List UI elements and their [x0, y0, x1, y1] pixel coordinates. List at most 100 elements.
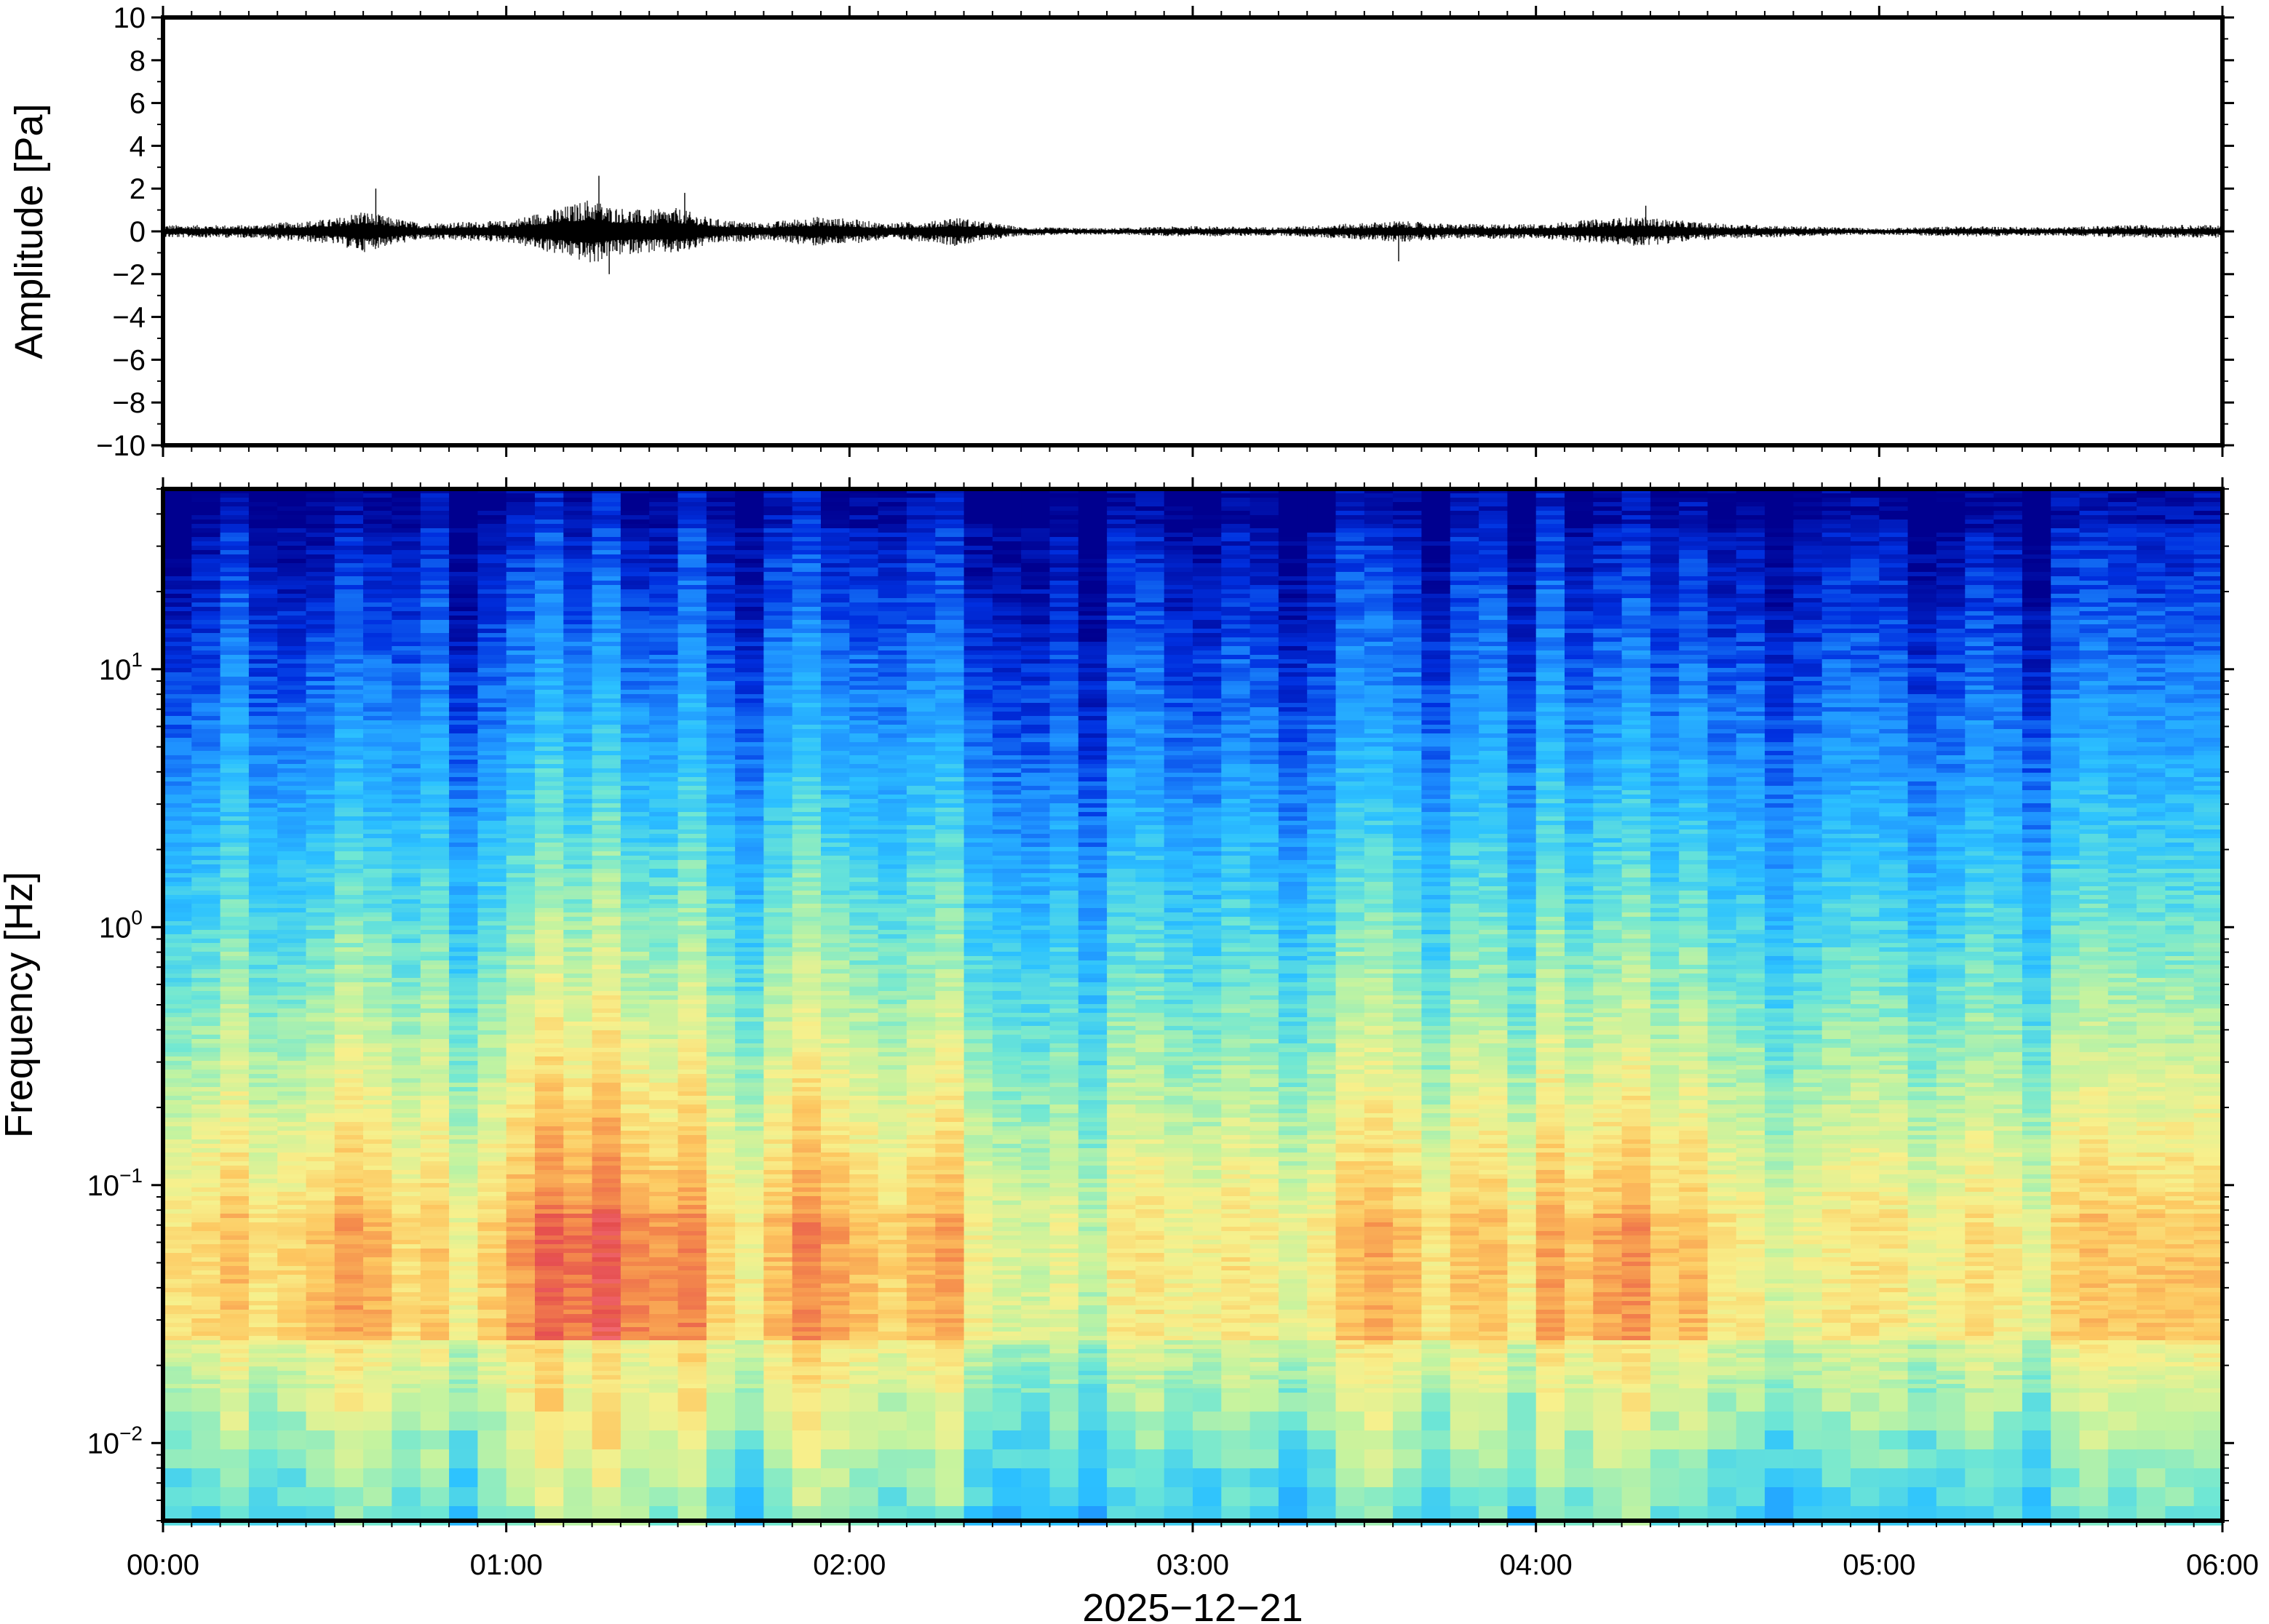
spectrogram-cell	[649, 1157, 679, 1162]
spectrogram-cell	[191, 537, 221, 542]
spectrogram-cell	[506, 1314, 536, 1319]
spectrogram-cell	[677, 982, 707, 987]
spectrogram-cell	[392, 1039, 421, 1044]
spectrogram-cell	[334, 934, 365, 939]
spectrogram-cell	[248, 1345, 279, 1350]
spectrogram-cell	[277, 1388, 307, 1393]
spectrogram-cell	[277, 869, 307, 874]
spectrogram-cell	[277, 1174, 307, 1179]
spectrogram-cell	[620, 1209, 651, 1214]
spectrogram-cell	[363, 616, 393, 621]
spectrogram-cell	[363, 1187, 393, 1193]
spectrogram-cell	[334, 1161, 365, 1166]
spectrogram-cell	[363, 960, 393, 966]
spectrogram-cell	[677, 847, 707, 852]
spectrogram-cell	[620, 882, 651, 887]
spectrogram-cell	[363, 947, 393, 952]
spectrogram-cell	[392, 698, 421, 704]
spectrogram-cell	[420, 1310, 450, 1315]
spectrogram-cell	[535, 1135, 565, 1140]
spectrogram-cell	[420, 860, 450, 865]
spectrogram-cell	[334, 1257, 365, 1262]
spectrogram-cell	[334, 1131, 365, 1136]
spectrogram-cell	[677, 738, 707, 743]
spectrogram-cell	[392, 1157, 421, 1162]
spectrogram-cell	[334, 1052, 365, 1057]
spectrogram-cell	[563, 502, 593, 507]
spectrogram-cell	[306, 1266, 335, 1271]
spectrogram-cell	[420, 877, 450, 883]
spectrogram-cell	[277, 1052, 307, 1057]
spectrogram-cell	[306, 1244, 335, 1249]
spectrogram-cell	[191, 498, 221, 503]
spectrogram-cell	[677, 1030, 707, 1035]
spectrogram-cell	[477, 633, 507, 638]
spectrogram-cell	[763, 1144, 793, 1149]
spectrogram-cell	[735, 1022, 765, 1027]
spectrogram-cell	[277, 616, 307, 621]
spectrogram-cell	[792, 616, 822, 621]
spectrogram-cell	[191, 1153, 221, 1158]
spectrogram-cell	[306, 1297, 335, 1302]
spectrogram-cell	[392, 1366, 421, 1372]
spectrogram-cell	[763, 843, 793, 848]
spectrogram-cell	[706, 506, 736, 512]
spectrogram-cell	[334, 664, 365, 669]
spectrogram-cell	[277, 712, 307, 717]
spectrogram-cell	[449, 742, 479, 747]
spectrogram-cell	[449, 812, 479, 817]
spectrogram-cell	[735, 1126, 765, 1131]
spectrogram-cell	[649, 1131, 679, 1136]
spectrogram-cell	[220, 751, 250, 756]
spectrogram-cell	[563, 515, 593, 520]
spectrogram-cell	[163, 1468, 193, 1488]
spectrogram-cell	[334, 1283, 365, 1289]
spectrogram-cell	[763, 629, 793, 634]
spectrogram-cell	[563, 1008, 593, 1014]
spectrogram-cell	[277, 629, 307, 634]
spectrogram-cell	[248, 1297, 279, 1302]
spectrogram-cell	[649, 1122, 679, 1127]
spectrogram-cell	[248, 541, 279, 546]
spectrogram-cell	[649, 738, 679, 743]
spectrogram-cell	[535, 568, 565, 573]
spectrogram-cell	[163, 1388, 193, 1393]
spectrogram-cell	[220, 1353, 250, 1358]
spectrogram-cell	[334, 546, 365, 551]
spectrogram-cell	[535, 563, 565, 568]
spectrogram-cell	[392, 1035, 421, 1040]
spectrogram-cell	[191, 1393, 221, 1412]
spectrogram-cell	[535, 982, 565, 987]
spectrogram-cell	[449, 1096, 479, 1101]
spectrogram-cell	[163, 589, 193, 594]
spectrogram-cell	[420, 498, 450, 503]
spectrogram-cell	[763, 572, 793, 577]
spectrogram-cell	[277, 642, 307, 647]
spectrogram-cell	[420, 607, 450, 612]
spectrogram-cell	[449, 790, 479, 795]
spectrogram-cell	[220, 843, 250, 848]
spectrogram-cell	[535, 1214, 565, 1219]
spectrogram-cell	[735, 974, 765, 979]
spectrogram-cell	[392, 1113, 421, 1118]
spectrogram-cell	[248, 511, 279, 516]
spectrogram-cell	[506, 1144, 536, 1149]
spectrogram-cell	[649, 1026, 679, 1031]
spectrogram-cell	[735, 1253, 765, 1258]
spectrogram-cell	[277, 738, 307, 743]
spectrogram-cell	[763, 1091, 793, 1096]
spectrogram-cell	[592, 969, 621, 974]
spectrogram-cell	[763, 1235, 793, 1241]
spectrogram-cell	[535, 899, 565, 904]
spectrogram-cell	[420, 1065, 450, 1070]
spectrogram-cell	[220, 1214, 250, 1219]
spectrogram-cell	[220, 594, 250, 599]
spectrogram-cell	[563, 1026, 593, 1031]
spectrogram-cell	[792, 489, 822, 494]
spectrogram-cell	[592, 843, 621, 848]
spectrogram-cell	[248, 869, 279, 874]
spectrogram-cell	[277, 1008, 307, 1014]
spectrogram-cell	[306, 511, 335, 516]
spectrogram-cell	[649, 803, 679, 808]
spectrogram-cell	[277, 991, 307, 996]
